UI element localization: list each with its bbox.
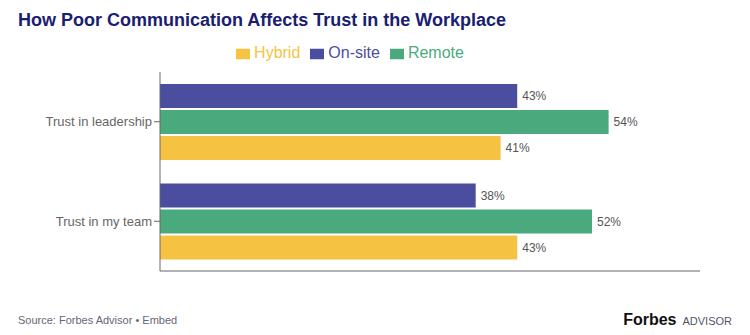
html-text:Source: Forbes Advisor • Embed: Source: Forbes Advisor • Embed [18,314,178,326]
svg-text:43%: 43% [522,241,546,255]
svg-text:41%: 41% [506,141,530,155]
svg-text:Trust in leadership: Trust in leadership [46,114,152,129]
svg-text:54%: 54% [614,115,638,129]
html-text:Hybrid: Hybrid [254,44,301,61]
html-text:Forbes ADVISOR: Forbes ADVISOR [623,311,732,328]
html-text:How Poor Communication Affects: How Poor Communication Affects Trust in … [18,9,507,30]
svg-text:38%: 38% [481,189,505,203]
svg-text:Trust in my team: Trust in my team [56,214,152,229]
svg-text:43%: 43% [522,89,546,103]
html-text:Remote: Remote [407,44,464,61]
svg-text:52%: 52% [597,215,621,229]
html-text:On-site: On-site [328,44,380,61]
